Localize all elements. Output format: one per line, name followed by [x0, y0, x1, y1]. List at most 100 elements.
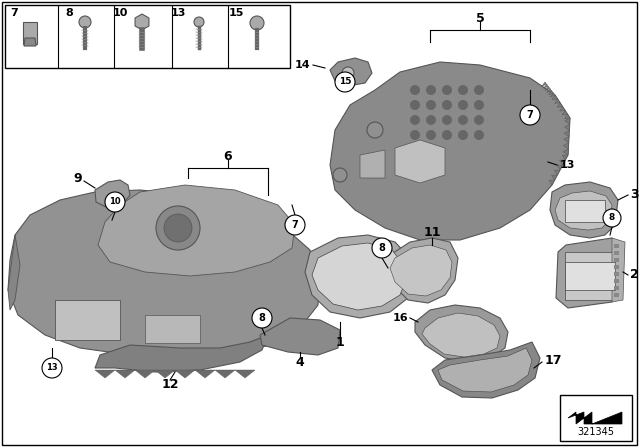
- Polygon shape: [438, 348, 532, 392]
- Text: 8: 8: [379, 243, 385, 253]
- Circle shape: [426, 100, 436, 110]
- Bar: [145, 315, 200, 343]
- Circle shape: [342, 67, 354, 79]
- Polygon shape: [559, 160, 565, 165]
- Circle shape: [367, 122, 383, 138]
- Circle shape: [42, 358, 62, 378]
- Polygon shape: [557, 103, 563, 108]
- Polygon shape: [24, 38, 36, 46]
- Bar: [565, 200, 605, 222]
- Polygon shape: [549, 180, 555, 185]
- Text: 6: 6: [224, 150, 232, 163]
- Circle shape: [474, 85, 484, 95]
- Circle shape: [603, 209, 621, 227]
- Polygon shape: [95, 335, 268, 372]
- Polygon shape: [95, 180, 130, 208]
- Polygon shape: [8, 190, 320, 358]
- Bar: [614, 265, 619, 269]
- Circle shape: [410, 85, 420, 95]
- Polygon shape: [564, 114, 570, 119]
- Polygon shape: [563, 155, 568, 160]
- Text: 15: 15: [339, 78, 351, 86]
- Polygon shape: [330, 62, 570, 240]
- Text: 1: 1: [335, 336, 344, 349]
- Polygon shape: [115, 370, 135, 378]
- Bar: [614, 272, 619, 276]
- Text: 2: 2: [630, 268, 639, 281]
- Polygon shape: [95, 370, 115, 378]
- Polygon shape: [135, 14, 149, 30]
- Circle shape: [458, 130, 468, 140]
- Bar: [614, 244, 619, 248]
- Text: 13: 13: [46, 363, 58, 372]
- Polygon shape: [559, 107, 565, 111]
- Text: 7: 7: [10, 8, 18, 18]
- Text: 8: 8: [65, 8, 73, 18]
- Polygon shape: [557, 165, 563, 170]
- Polygon shape: [562, 110, 568, 115]
- Polygon shape: [612, 238, 625, 302]
- Polygon shape: [135, 370, 155, 378]
- Polygon shape: [330, 58, 372, 86]
- Circle shape: [426, 115, 436, 125]
- Polygon shape: [564, 130, 570, 137]
- Text: 9: 9: [74, 172, 82, 185]
- Polygon shape: [305, 235, 415, 318]
- Text: 15: 15: [228, 8, 244, 18]
- Polygon shape: [542, 82, 547, 86]
- Polygon shape: [563, 149, 568, 155]
- Polygon shape: [8, 235, 20, 310]
- Bar: [565, 252, 615, 300]
- Bar: [55, 300, 120, 340]
- Circle shape: [410, 115, 420, 125]
- Circle shape: [333, 168, 347, 182]
- Circle shape: [442, 100, 452, 110]
- Text: 5: 5: [476, 12, 484, 25]
- Circle shape: [474, 115, 484, 125]
- Text: 7: 7: [292, 220, 298, 230]
- Polygon shape: [564, 137, 569, 142]
- Text: 13: 13: [560, 160, 575, 170]
- Polygon shape: [547, 89, 552, 93]
- Polygon shape: [568, 412, 622, 424]
- Polygon shape: [98, 185, 295, 276]
- Polygon shape: [390, 245, 452, 296]
- Circle shape: [156, 206, 200, 250]
- Polygon shape: [155, 370, 175, 378]
- Circle shape: [285, 215, 305, 235]
- Text: 11: 11: [423, 225, 441, 238]
- Polygon shape: [432, 342, 540, 398]
- Circle shape: [458, 100, 468, 110]
- Text: 14: 14: [294, 60, 310, 70]
- Bar: [5, 5, 290, 68]
- Polygon shape: [543, 84, 548, 88]
- Polygon shape: [552, 175, 557, 180]
- Text: 12: 12: [161, 379, 179, 392]
- Circle shape: [250, 16, 264, 30]
- Circle shape: [252, 308, 272, 328]
- Circle shape: [372, 238, 392, 258]
- Circle shape: [426, 85, 436, 95]
- Polygon shape: [550, 93, 555, 97]
- Circle shape: [194, 17, 204, 27]
- Polygon shape: [564, 124, 570, 130]
- Circle shape: [105, 192, 125, 212]
- Circle shape: [410, 130, 420, 140]
- Bar: [614, 251, 619, 255]
- Bar: [614, 279, 619, 283]
- Circle shape: [79, 16, 91, 28]
- Circle shape: [458, 115, 468, 125]
- Circle shape: [474, 130, 484, 140]
- Polygon shape: [23, 22, 37, 44]
- Circle shape: [164, 214, 192, 242]
- Bar: [614, 293, 619, 297]
- Text: 17: 17: [545, 353, 563, 366]
- Text: 10: 10: [112, 8, 128, 18]
- Circle shape: [442, 85, 452, 95]
- Text: 321345: 321345: [577, 427, 614, 437]
- Text: 4: 4: [296, 356, 305, 369]
- Polygon shape: [195, 370, 215, 378]
- Polygon shape: [395, 140, 445, 183]
- Polygon shape: [563, 142, 569, 149]
- Circle shape: [442, 130, 452, 140]
